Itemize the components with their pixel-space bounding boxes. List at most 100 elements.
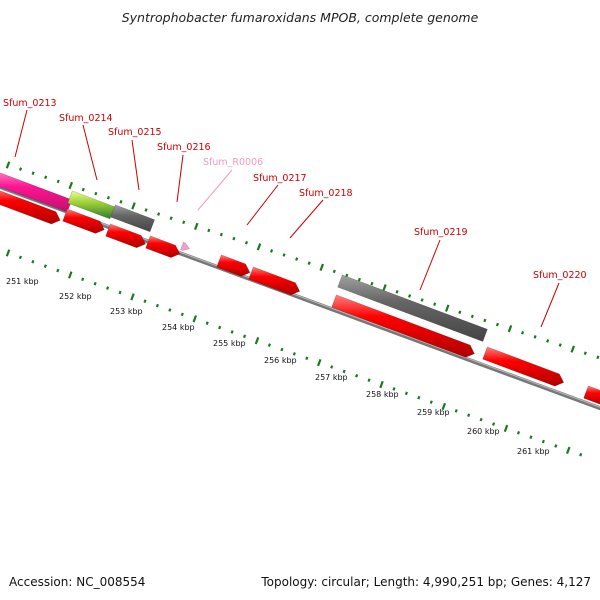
inner-row-tick xyxy=(242,334,247,339)
inner-row-tick xyxy=(554,444,558,448)
kbp-label: 257 kbp xyxy=(315,373,348,382)
outer-row-tick xyxy=(458,310,462,315)
outer-row-tick xyxy=(420,298,424,302)
outer-row-tick xyxy=(533,335,537,339)
kbp-label: 260 kbp xyxy=(467,427,500,436)
gene-label-sfum-0213[interactable]: Sfum_0213 xyxy=(3,98,57,109)
kbp-label: 256 kbp xyxy=(264,356,297,365)
inner-row-tick xyxy=(566,446,571,455)
inner-row-tick xyxy=(292,352,296,356)
gene-label-sfum-0217[interactable]: Sfum_0217 xyxy=(253,173,307,184)
gene-features[interactable] xyxy=(0,170,600,406)
outer-row-tick xyxy=(319,263,325,271)
outer-row-tick xyxy=(345,273,349,278)
inner-row-tick xyxy=(280,347,284,352)
outer-row-tick xyxy=(182,220,186,225)
outer-row-tick xyxy=(520,330,525,335)
gene-label-sfum-0215[interactable]: Sfum_0215 xyxy=(108,127,162,138)
inner-row-tick xyxy=(93,281,97,286)
outer-row-tick xyxy=(5,161,11,169)
inner-row-tick xyxy=(367,378,371,382)
leader-line xyxy=(246,184,279,226)
outer-row-tick xyxy=(18,167,23,171)
kbp-label: 255 kbp xyxy=(213,339,246,348)
leader-line xyxy=(131,139,140,191)
feature-cds-e[interactable] xyxy=(583,385,600,406)
outer-row-tick xyxy=(193,222,199,231)
feature-sfum-0215[interactable] xyxy=(110,204,155,233)
inner-row-tick xyxy=(18,255,23,260)
kbp-label: 259 kbp xyxy=(417,408,450,417)
topology-summary: Topology: circular; Length: 4,990,251 bp… xyxy=(261,575,591,589)
feature-sfum-0216[interactable] xyxy=(145,235,181,258)
leader-line xyxy=(82,124,98,181)
outer-row-tick xyxy=(395,290,399,294)
gene-label-sfum-0220[interactable]: Sfum_0220 xyxy=(533,270,587,281)
inner-row-tick xyxy=(67,271,73,279)
feature-sfum-0220[interactable] xyxy=(482,346,565,387)
inner-row-tick xyxy=(56,268,60,273)
gene-label-sfum-0214[interactable]: Sfum_0214 xyxy=(59,113,113,124)
inner-row-tick xyxy=(31,259,35,264)
inner-row-tick xyxy=(130,293,135,301)
inner-row-tick xyxy=(43,264,47,268)
inner-row-tick xyxy=(529,435,533,439)
map-title: Syntrophobacter fumaroxidans MPOB, compl… xyxy=(121,10,479,25)
feature-sfum-0219[interactable] xyxy=(337,274,488,342)
feature-cds-d[interactable] xyxy=(331,294,475,358)
outer-row-tick xyxy=(169,216,173,220)
inner-row-tick xyxy=(143,299,147,304)
feature-sfum-0218[interactable] xyxy=(248,266,301,296)
feature-sfum-r0006[interactable] xyxy=(180,241,191,251)
outer-row-tick xyxy=(244,240,249,245)
outer-row-tick xyxy=(207,228,211,233)
outer-row-tick xyxy=(232,236,236,241)
inner-row-tick xyxy=(479,417,483,422)
outer-row-tick xyxy=(558,343,562,347)
feature-cds-b[interactable] xyxy=(62,208,105,234)
outer-row-tick xyxy=(44,175,48,180)
outer-row-tick xyxy=(119,200,123,204)
kbp-labels: 251 kbp 252 kbp 253 kbp 254 kbp 255 kbp 256 k… xyxy=(6,277,550,456)
inner-row-tick xyxy=(392,387,396,391)
inner-row-tick xyxy=(192,315,198,323)
feature-cds-c[interactable] xyxy=(105,223,146,249)
leader-line xyxy=(197,169,233,211)
inner-row-tick xyxy=(5,249,11,257)
outer-row-tick xyxy=(382,284,387,292)
feature-sfum-0217[interactable] xyxy=(216,254,251,277)
leader-line xyxy=(176,154,184,203)
outer-row-tick xyxy=(507,324,513,333)
outer-row-tick xyxy=(219,232,223,237)
outer-row-tick xyxy=(470,314,474,319)
inner-row-tick xyxy=(467,413,471,418)
inner-row-tick xyxy=(81,277,85,282)
leader-line xyxy=(540,282,560,328)
feature-cds-a[interactable] xyxy=(0,188,61,225)
outer-row-tick xyxy=(94,191,98,196)
outer-row-tick xyxy=(106,195,110,200)
outer-row-tick xyxy=(256,243,262,251)
kbp-label: 252 kbp xyxy=(59,292,92,301)
leader-line xyxy=(419,239,441,291)
accession-text: Accession: NC_008554 xyxy=(9,575,146,589)
inner-row-tick xyxy=(516,431,521,435)
gene-label-sfum-r0006[interactable]: Sfum_R0006 xyxy=(203,157,263,168)
inner-row-tick xyxy=(417,395,421,400)
leader-line xyxy=(289,199,324,239)
outer-row-tick xyxy=(444,304,450,312)
inner-row-tick xyxy=(168,308,172,312)
gene-label-sfum-0219[interactable]: Sfum_0219 xyxy=(414,227,468,238)
feature-sfum-0214[interactable] xyxy=(67,190,115,220)
gene-label-sfum-0216[interactable]: Sfum_0216 xyxy=(157,142,211,153)
inner-row-tick xyxy=(541,439,545,444)
inner-row-tick xyxy=(429,400,433,404)
outer-row-tick xyxy=(157,212,161,216)
leader-line xyxy=(14,109,28,158)
kbp-label: 258 kbp xyxy=(366,390,399,399)
inner-row-tick xyxy=(106,286,110,290)
gene-label-sfum-0218[interactable]: Sfum_0218 xyxy=(299,188,353,199)
inner-row-tick xyxy=(330,365,334,369)
inner-row-tick xyxy=(404,391,408,396)
